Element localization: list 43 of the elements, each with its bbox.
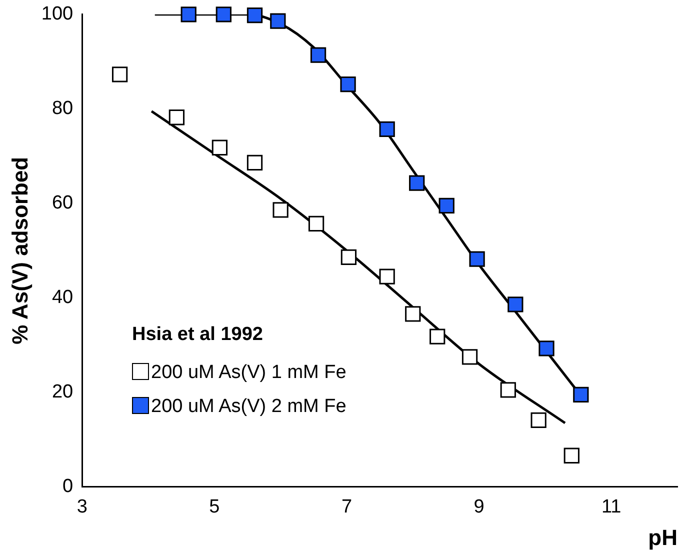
- y-tick-label: 0: [62, 476, 74, 498]
- point: [112, 66, 128, 82]
- point: [530, 412, 546, 428]
- point: [469, 251, 485, 267]
- point: [246, 8, 263, 24]
- point: [564, 448, 580, 464]
- y-tick-label: 40: [52, 287, 74, 308]
- point: [500, 382, 516, 398]
- point: [180, 6, 196, 22]
- point: [212, 140, 228, 156]
- y-tick-label: 100: [41, 4, 74, 25]
- point: [340, 76, 356, 92]
- x-tick-label: 9: [474, 496, 484, 518]
- x-tick-label: 7: [341, 496, 352, 518]
- point: [246, 154, 263, 171]
- y-tick-label: 80: [52, 98, 74, 120]
- y-tick-label: 60: [52, 192, 74, 214]
- point: [379, 268, 395, 284]
- point: [462, 349, 478, 365]
- point: [409, 175, 425, 191]
- point: [168, 110, 185, 126]
- point: [340, 249, 357, 266]
- point: [405, 306, 421, 322]
- point: [310, 47, 326, 63]
- y-axis-title: % As(V) adsorbed: [7, 156, 32, 344]
- point: [216, 6, 232, 22]
- point: [272, 202, 288, 218]
- point: [430, 328, 446, 344]
- point: [508, 296, 524, 312]
- x-tick-label: 5: [209, 496, 220, 518]
- point: [438, 198, 454, 214]
- point: [270, 13, 286, 29]
- point: [379, 121, 395, 138]
- legend-label: 200 uM As(V) 1 mM Fe: [151, 362, 346, 383]
- x-tick-label: 11: [601, 496, 622, 518]
- point: [308, 216, 324, 232]
- y-tick-label: 20: [52, 382, 74, 403]
- point: [538, 340, 554, 356]
- legend-title: Hsia et al 1992: [132, 323, 264, 347]
- x-tick-label: 3: [76, 496, 88, 518]
- point: [573, 386, 589, 403]
- legend-label: 200 uM As(V) 2 mM Fe: [151, 396, 346, 417]
- x-axis-title: pH: [648, 524, 678, 550]
